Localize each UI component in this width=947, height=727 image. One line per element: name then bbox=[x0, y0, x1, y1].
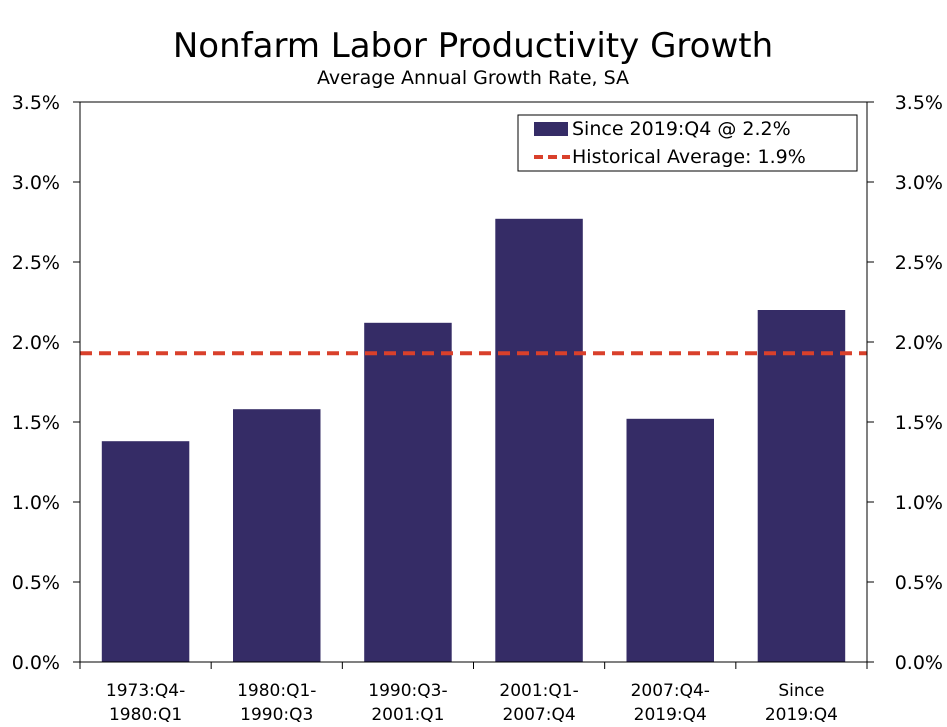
x-tick-label: 1990:Q3-2001:Q1 bbox=[368, 681, 447, 725]
y-tick-left-label: 1.5% bbox=[12, 412, 60, 434]
y-tick-left-label: 3.5% bbox=[12, 92, 60, 114]
x-tick-label: 1973:Q4-1980:Q1 bbox=[106, 681, 185, 725]
y-tick-left-label: 1.0% bbox=[12, 492, 60, 514]
bar-2 bbox=[233, 409, 321, 662]
y-tick-right-label: 0.5% bbox=[895, 572, 943, 594]
legend-bar-label: Since 2019:Q4 @ 2.2% bbox=[572, 118, 791, 140]
y-tick-left-label: 2.0% bbox=[12, 332, 60, 354]
chart-title: Nonfarm Labor Productivity Growth bbox=[173, 26, 773, 66]
bar-6 bbox=[757, 310, 846, 662]
bar-5 bbox=[626, 418, 714, 662]
bar-3 bbox=[364, 322, 452, 662]
chart-subtitle: Average Annual Growth Rate, SA bbox=[317, 67, 629, 89]
y-tick-right-label: 1.0% bbox=[895, 492, 943, 514]
x-tick-label: 2001:Q1-2007:Q4 bbox=[499, 681, 578, 725]
y-tick-right-label: 2.0% bbox=[895, 332, 943, 354]
y-tick-left-label: 2.5% bbox=[12, 252, 60, 274]
x-tick-label: Since 2019:Q4 bbox=[765, 681, 838, 725]
legend: Since 2019:Q4 @ 2.2% Historical Average:… bbox=[517, 114, 858, 172]
y-tick-left-label: 3.0% bbox=[12, 172, 60, 194]
plot-frame bbox=[79, 101, 868, 663]
bar-group bbox=[101, 218, 846, 663]
y-tick-right-label: 0.0% bbox=[895, 652, 943, 674]
bar-4 bbox=[495, 218, 583, 663]
x-tick-label: 1980:Q1-1990:Q3 bbox=[237, 681, 316, 725]
y-tick-left-label: 0.5% bbox=[12, 572, 60, 594]
legend-line-label: Historical Average: 1.9% bbox=[572, 146, 806, 168]
legend-bar-swatch bbox=[534, 122, 568, 136]
y-axis-right: 0.0% 0.5% 1.0% 1.5% 2.0% 2.5% 3.0% 3.5% bbox=[867, 92, 943, 674]
y-tick-left-label: 0.0% bbox=[12, 652, 60, 674]
bar-1 bbox=[101, 441, 190, 662]
y-axis-left: 0.0% 0.5% 1.0% 1.5% 2.0% 2.5% 3.0% 3.5% bbox=[12, 92, 80, 674]
legend-box bbox=[517, 114, 858, 172]
x-axis: 1973:Q4-1980:Q1 1980:Q1-1990:Q3 1990:Q3-20… bbox=[79, 662, 868, 725]
x-tick-label: 2007:Q4-2019:Q4 bbox=[631, 681, 710, 725]
y-tick-right-label: 3.5% bbox=[895, 92, 943, 114]
y-tick-right-label: 2.5% bbox=[895, 252, 943, 274]
y-tick-right-label: 1.5% bbox=[895, 412, 943, 434]
y-tick-right-label: 3.0% bbox=[895, 172, 943, 194]
